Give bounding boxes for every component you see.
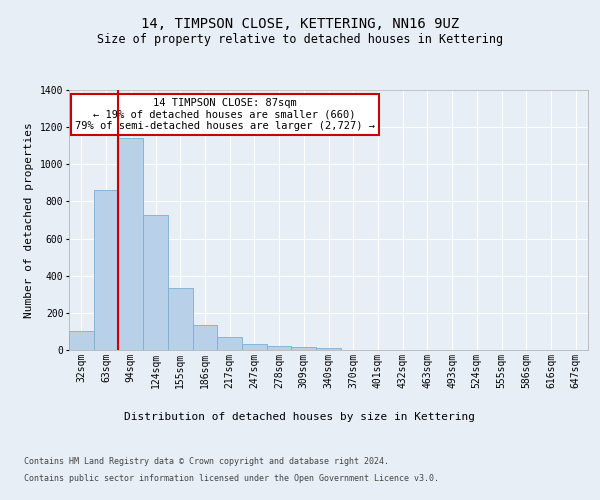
Bar (217, 338, 242, 350)
Bar (242, 344, 267, 350)
Y-axis label: Number of detached properties: Number of detached properties (25, 122, 34, 318)
Bar (267, 346, 292, 350)
Text: Distribution of detached houses by size in Kettering: Distribution of detached houses by size … (125, 412, 476, 422)
Text: Size of property relative to detached houses in Kettering: Size of property relative to detached ho… (97, 32, 503, 46)
Text: Contains public sector information licensed under the Open Government Licence v3: Contains public sector information licen… (24, 474, 439, 483)
Bar (193, 326, 217, 350)
Bar (118, 138, 143, 350)
Text: 14, TIMPSON CLOSE, KETTERING, NN16 9UZ: 14, TIMPSON CLOSE, KETTERING, NN16 9UZ (141, 18, 459, 32)
Bar (69, 331, 94, 350)
Bar (94, 190, 118, 350)
Text: Contains HM Land Registry data © Crown copyright and database right 2024.: Contains HM Land Registry data © Crown c… (24, 458, 389, 466)
Bar (143, 215, 168, 350)
Text: 14 TIMPSON CLOSE: 87sqm
← 19% of detached houses are smaller (660)
79% of semi-d: 14 TIMPSON CLOSE: 87sqm ← 19% of detache… (74, 98, 374, 131)
Bar (316, 348, 341, 350)
Bar (292, 347, 316, 350)
Bar (168, 288, 193, 350)
